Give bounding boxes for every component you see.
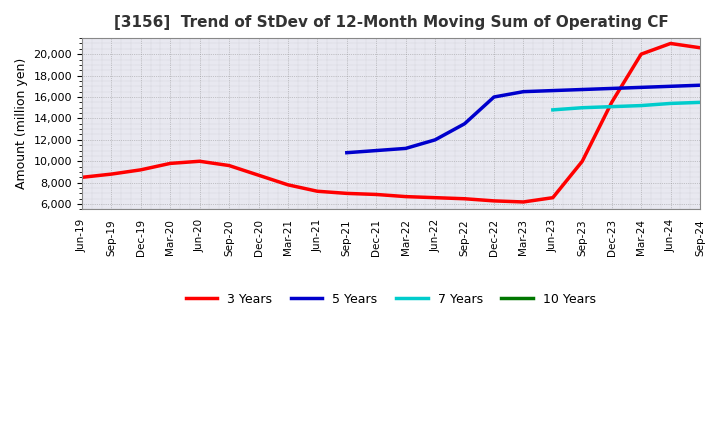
5 Years [549,88,557,93]
7 Years [636,103,645,108]
5 Years [372,148,381,153]
3 Years [696,45,704,51]
3 Years [313,189,322,194]
3 Years [549,195,557,200]
3 Years [254,172,263,178]
5 Years [401,146,410,151]
3 Years [195,159,204,164]
7 Years [608,104,616,109]
5 Years [431,137,439,143]
3 Years [166,161,174,166]
3 Years [460,196,469,202]
3 Years [401,194,410,199]
3 Years [137,167,145,172]
5 Years [343,150,351,155]
5 Years [608,86,616,91]
7 Years [666,101,675,106]
7 Years [578,105,587,110]
Y-axis label: Amount (million yen): Amount (million yen) [15,58,28,189]
5 Years [636,85,645,90]
7 Years [549,107,557,113]
3 Years [107,172,116,177]
Legend: 3 Years, 5 Years, 7 Years, 10 Years: 3 Years, 5 Years, 7 Years, 10 Years [181,288,600,311]
Line: 3 Years: 3 Years [82,44,700,202]
3 Years [519,199,528,205]
3 Years [343,191,351,196]
5 Years [490,94,498,99]
3 Years [578,159,587,164]
3 Years [431,195,439,200]
3 Years [636,51,645,57]
3 Years [225,163,233,168]
3 Years [372,192,381,197]
Title: [3156]  Trend of StDev of 12-Month Moving Sum of Operating CF: [3156] Trend of StDev of 12-Month Moving… [114,15,668,30]
Line: 7 Years: 7 Years [553,103,700,110]
5 Years [696,83,704,88]
5 Years [578,87,587,92]
5 Years [666,84,675,89]
3 Years [666,41,675,46]
3 Years [284,182,292,187]
7 Years [696,100,704,105]
3 Years [490,198,498,204]
5 Years [460,121,469,126]
3 Years [78,175,86,180]
Line: 5 Years: 5 Years [347,85,700,153]
5 Years [519,89,528,94]
3 Years [608,100,616,105]
